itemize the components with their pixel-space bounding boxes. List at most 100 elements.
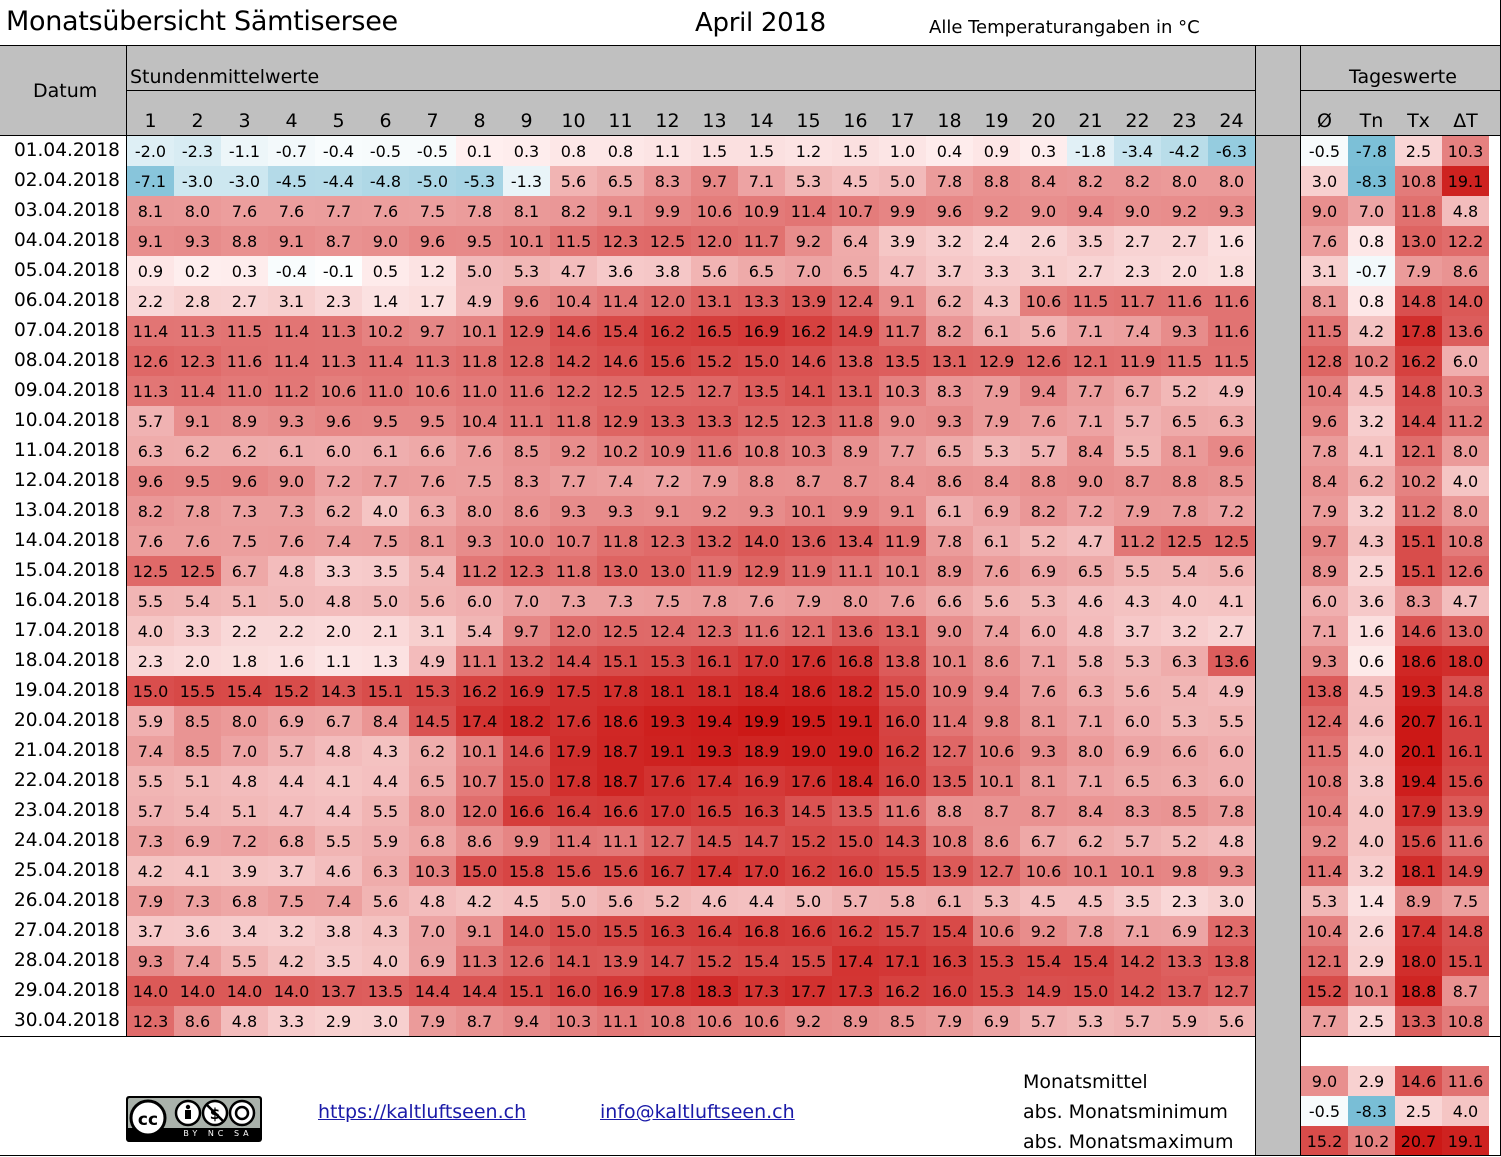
temp-cell: 12.4: [832, 286, 879, 316]
temp-cell: 9.1: [879, 496, 926, 526]
temp-cell: 6.7: [315, 706, 362, 736]
temp-cell: 5.3: [973, 886, 1020, 916]
temp-cell: 14.6: [785, 346, 832, 376]
temp-cell: 10.7: [832, 196, 879, 226]
temp-cell: 8.7: [832, 466, 879, 496]
date-cell: 01.04.2018: [14, 140, 120, 161]
page-title: Monatsübersicht Sämtisersee: [6, 6, 398, 37]
temp-cell: -4.8: [362, 166, 409, 196]
temp-cell: 4.7: [879, 256, 926, 286]
temp-cell: 5.7: [1114, 1006, 1161, 1036]
temp-cell: 12.5: [597, 376, 644, 406]
temp-cell: 18.1: [644, 676, 691, 706]
temp-cell: 8.8: [926, 796, 973, 826]
temp-cell: -3.0: [174, 166, 221, 196]
temp-cell: 8.8: [973, 166, 1020, 196]
table-row: 8.1 8.0 7.6 7.6 7.7 7.6 7.5 7.8 8.1 8.2 9.1 9.9 10.6…: [127, 196, 1255, 226]
temp-cell: 15.4: [1067, 946, 1114, 976]
temp-cell: 7.5: [362, 526, 409, 556]
email-link[interactable]: info@kaltluftseen.ch: [600, 1101, 795, 1123]
temp-cell: 16.9: [738, 316, 785, 346]
daily-cell: 12.8: [1301, 346, 1348, 376]
temp-cell: 5.9: [127, 706, 174, 736]
temp-cell: 15.5: [785, 946, 832, 976]
temp-cell: 14.6: [503, 736, 550, 766]
hour-label: 5: [332, 110, 345, 132]
temp-cell: 15.6: [550, 856, 597, 886]
temp-cell: 13.1: [691, 286, 738, 316]
temp-cell: 3.8: [315, 916, 362, 946]
temp-cell: 13.6: [832, 616, 879, 646]
hour-label: 10: [561, 110, 586, 132]
temp-cell: 8.1: [1161, 436, 1208, 466]
table-row: 9.2 4.0 15.6 11.6: [1301, 826, 1489, 856]
temp-cell: 5.0: [879, 166, 926, 196]
temp-cell: 3.2: [268, 916, 315, 946]
temp-cell: 16.2: [879, 976, 926, 1006]
temp-cell: 6.1: [926, 886, 973, 916]
date-cell: 28.04.2018: [14, 950, 120, 971]
temp-cell: 4.9: [409, 646, 456, 676]
temp-cell: 7.3: [221, 496, 268, 526]
temp-cell: 15.2: [268, 676, 315, 706]
temp-cell: 18.4: [738, 676, 785, 706]
temp-cell: 15.2: [691, 346, 738, 376]
temp-cell: 10.1: [456, 736, 503, 766]
daily-cell: 3.8: [1348, 766, 1395, 796]
daily-cell: 10.1: [1348, 976, 1395, 1006]
daily-cell: 8.6: [1442, 256, 1489, 286]
temp-cell: 2.0: [174, 646, 221, 676]
temp-cell: 11.1: [503, 406, 550, 436]
temp-cell: 6.1: [362, 436, 409, 466]
daily-cell: 13.0: [1442, 616, 1489, 646]
temp-cell: 6.9: [1161, 916, 1208, 946]
table-row: 5.5 5.4 5.1 5.0 4.8 5.0 5.6 6.0 7.0 7.3 7.3 7.5 7.8 7…: [127, 586, 1255, 616]
temp-cell: 5.6: [1020, 316, 1067, 346]
temp-cell: 8.6: [973, 646, 1020, 676]
temp-cell: 16.0: [879, 706, 926, 736]
temp-cell: 13.2: [691, 526, 738, 556]
temp-cell: 12.7: [691, 376, 738, 406]
temp-cell: 9.0: [268, 466, 315, 496]
temp-cell: 7.6: [409, 466, 456, 496]
date-cell: 14.04.2018: [14, 530, 120, 551]
temp-cell: -3.0: [221, 166, 268, 196]
daily-cell: 10.2: [1348, 346, 1395, 376]
temp-cell: 11.5: [221, 316, 268, 346]
temp-cell: 8.9: [832, 436, 879, 466]
temp-cell: 10.1: [1114, 856, 1161, 886]
temp-cell: 13.9: [785, 286, 832, 316]
temp-cell: 7.1: [1067, 316, 1114, 346]
hour-label: 21: [1078, 110, 1103, 132]
date-cell: 16.04.2018: [14, 590, 120, 611]
website-link[interactable]: https://kaltluftseen.ch: [318, 1101, 527, 1123]
temp-cell: 11.4: [268, 346, 315, 376]
temp-cell: 9.2: [550, 436, 597, 466]
daily-cell: 1.6: [1348, 616, 1395, 646]
temp-cell: 12.9: [973, 346, 1020, 376]
daily-cell: 18.0: [1395, 946, 1442, 976]
temp-cell: 9.3: [1020, 736, 1067, 766]
temp-cell: 1.0: [879, 136, 926, 166]
daily-cell: 8.1: [1301, 286, 1348, 316]
temp-cell: 6.3: [362, 856, 409, 886]
summary-cell: 20.7: [1395, 1126, 1442, 1156]
summary-row: 15.2 10.2 20.7 19.1: [1301, 1126, 1489, 1156]
temp-cell: 4.9: [456, 286, 503, 316]
temp-cell: 19.0: [785, 736, 832, 766]
temp-cell: 19.0: [832, 736, 879, 766]
temp-cell: 8.0: [1208, 166, 1255, 196]
temp-cell: 7.3: [127, 826, 174, 856]
temp-cell: -4.4: [315, 166, 362, 196]
temp-cell: 9.0: [926, 616, 973, 646]
temp-cell: 18.2: [503, 706, 550, 736]
temp-cell: 13.0: [597, 556, 644, 586]
temp-cell: 6.9: [1020, 556, 1067, 586]
temp-cell: 9.1: [644, 496, 691, 526]
temp-cell: 19.3: [691, 736, 738, 766]
temp-cell: 0.2: [174, 256, 221, 286]
temp-cell: 2.2: [221, 616, 268, 646]
temp-cell: 8.4: [1020, 166, 1067, 196]
table-row: 9.3 7.4 5.5 4.2 3.5 4.0 6.9 11.3 12.6 14.1 13.9 14.…: [127, 946, 1255, 976]
temp-cell: 16.3: [926, 946, 973, 976]
